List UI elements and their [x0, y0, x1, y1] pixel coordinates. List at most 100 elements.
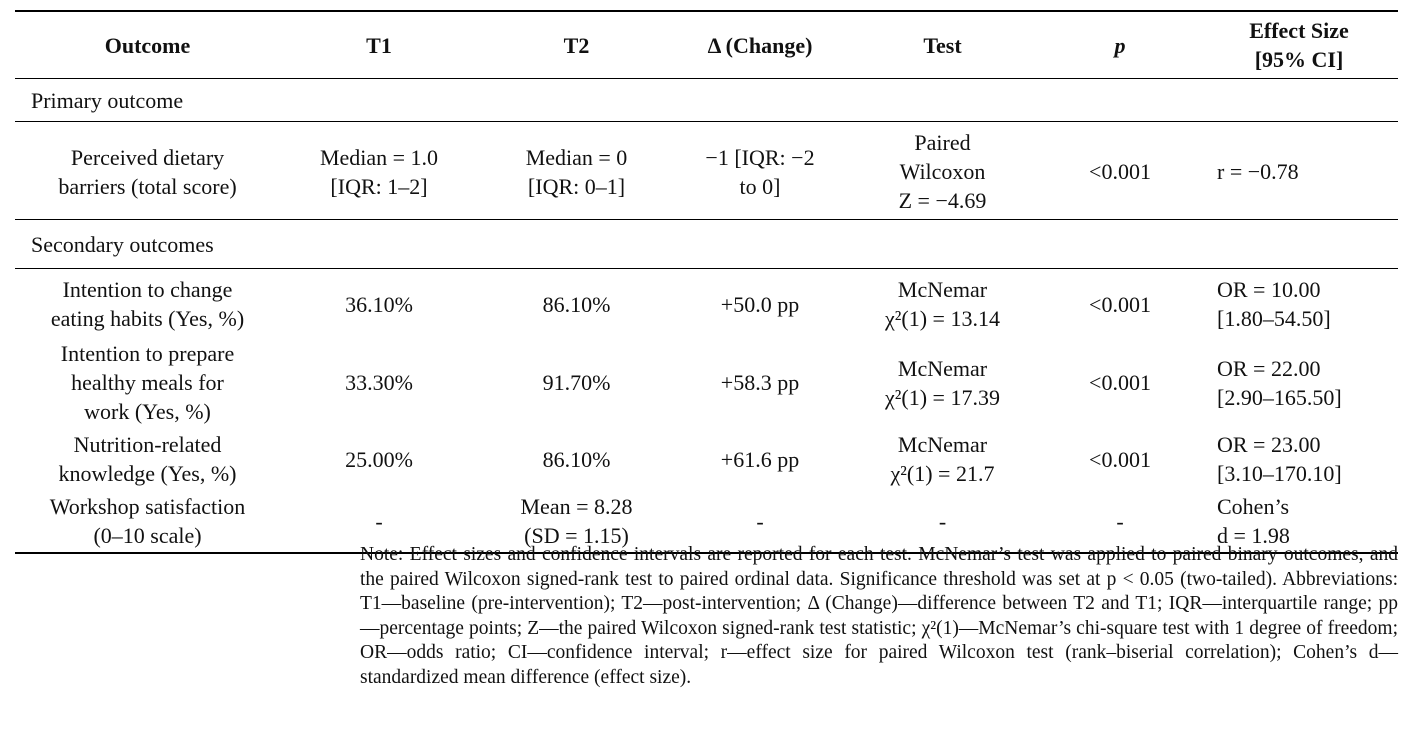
cell-line: Intention to change: [62, 277, 233, 302]
cell-line: OR = 22.00: [1217, 355, 1321, 381]
cell-line: Perceived dietary: [70, 144, 225, 170]
cell-line: +58.3 pp: [720, 370, 800, 395]
cell-line: −1 [IQR: −2: [705, 144, 815, 170]
table-cell: McNemar χ²(1) = 17.39: [845, 337, 1040, 428]
cell-line: r = −0.78: [1217, 159, 1299, 184]
table-cell: +61.6 pp: [675, 428, 845, 490]
cell-line: eating habits (Yes, %): [50, 306, 245, 331]
data-row: Intention to prepare healthy meals for wor…: [15, 337, 1398, 428]
table-cell: 91.70%: [478, 337, 675, 428]
cell-line: [95% CI]: [1254, 47, 1344, 72]
table-cell: Mean = 8.28 (SD = 1.15): [478, 490, 675, 554]
cell-line: χ²(1) = 13.14: [885, 306, 1000, 331]
cell-line: [2.90–165.50]: [1217, 384, 1342, 410]
results-table: Outcome T1 T2 Δ (Change) Test p Effect Size [95…: [15, 10, 1398, 554]
cell-line: Mean = 8.28: [520, 494, 633, 519]
cell-line: Δ (Change): [707, 32, 813, 58]
table-cell: OR = 10.00 [1.80–54.50]: [1200, 269, 1398, 338]
header-cell: T2: [478, 10, 675, 79]
table-cell: Median = 0 [IQR: 0–1]: [478, 122, 675, 220]
table-cell: 33.30%: [280, 337, 478, 428]
table-cell: -: [1040, 490, 1200, 554]
section-title: Secondary outcomes: [15, 219, 1398, 269]
table-cell: OR = 23.00 [3.10–170.10]: [1200, 428, 1398, 490]
table-cell: 86.10%: [478, 428, 675, 490]
table-cell: Median = 1.0 [IQR: 1–2]: [280, 122, 478, 220]
cell-line: χ²(1) = 21.7: [890, 461, 995, 486]
table-cell: OR = 22.00 [2.90–165.50]: [1200, 337, 1398, 428]
cell-line: work (Yes, %): [84, 399, 211, 424]
table-cell: Intention to change eating habits (Yes, %…: [15, 269, 280, 338]
table-cell: Intention to prepare healthy meals for wor…: [15, 337, 280, 428]
table-header: Outcome T1 T2 Δ (Change) Test p Effect Size [95…: [15, 10, 1398, 79]
cell-line: +50.0 pp: [720, 291, 800, 317]
table-cell: <0.001: [1040, 337, 1200, 428]
cell-line: 86.10%: [542, 446, 611, 472]
cell-line: knowledge (Yes, %): [58, 461, 237, 486]
cell-line: (SD = 1.15): [524, 523, 629, 548]
cell-line: 91.70%: [542, 370, 611, 395]
header-row: Outcome T1 T2 Δ (Change) Test p Effect Size [95…: [15, 10, 1398, 79]
cell-line: [1.80–54.50]: [1217, 306, 1331, 331]
cell-line: -: [938, 508, 947, 534]
cell-line: [IQR: 0–1]: [527, 173, 626, 199]
cell-line: Workshop satisfaction: [49, 494, 246, 519]
cell-line: Nutrition-related: [73, 432, 222, 457]
cell-line: McNemar: [897, 355, 988, 381]
cell-line: <0.001: [1089, 370, 1151, 395]
table-cell: McNemar χ²(1) = 21.7: [845, 428, 1040, 490]
cell-line: [3.10–170.10]: [1217, 461, 1342, 486]
table-cell: -: [845, 490, 1040, 554]
header-cell: Effect Size [95% CI]: [1200, 10, 1398, 79]
cell-line: healthy meals for: [71, 370, 224, 395]
table-cell: Nutrition-related knowledge (Yes, %): [15, 428, 280, 490]
cell-line: [IQR: 1–2]: [330, 173, 428, 199]
cell-line: d = 1.98: [1217, 523, 1290, 548]
table-cell: -: [675, 490, 845, 554]
cell-line: T2: [563, 32, 590, 58]
cell-line: Test: [923, 32, 962, 58]
table-note: Note: Effect sizes and confidence interv…: [360, 544, 1398, 688]
header-cell: Δ (Change): [675, 10, 845, 79]
data-row: Nutrition-related knowledge (Yes, %) 25.00…: [15, 428, 1398, 490]
cell-line: Median = 1.0: [319, 144, 439, 170]
cell-line: McNemar: [897, 277, 988, 302]
cell-line: <0.001: [1089, 159, 1151, 184]
table-cell: Perceived dietary barriers (total score): [15, 122, 280, 220]
cell-line: (0–10 scale): [93, 523, 202, 548]
table-cell: −1 [IQR: −2 to 0]: [675, 122, 845, 220]
table-cell: r = −0.78: [1200, 122, 1398, 220]
cell-line: 33.30%: [345, 370, 413, 395]
cell-line: Cohen’s: [1217, 494, 1290, 519]
table-body: Primary outcome Perceived dietary barriers…: [15, 78, 1398, 554]
data-row: Perceived dietary barriers (total score) M…: [15, 122, 1398, 220]
table-cell: +58.3 pp: [675, 337, 845, 428]
cell-line: to 0]: [739, 173, 781, 199]
cell-line: OR = 23.00: [1217, 432, 1321, 457]
cell-line: T1: [366, 32, 392, 58]
data-row: Intention to change eating habits (Yes, %…: [15, 269, 1398, 338]
cell-line: 25.00%: [345, 446, 413, 472]
table-cell: Workshop satisfaction (0–10 scale): [15, 490, 280, 554]
table-cell: <0.001: [1040, 428, 1200, 490]
cell-line: <0.001: [1089, 446, 1151, 472]
table-cell: 36.10%: [280, 269, 478, 338]
table-cell: Paired Wilcoxon Z = −4.69: [845, 122, 1040, 220]
cell-line: Paired: [914, 130, 971, 155]
cell-line: Intention to prepare: [60, 341, 235, 366]
table-cell: +50.0 pp: [675, 269, 845, 338]
cell-line: -: [375, 508, 383, 534]
table-cell: <0.001: [1040, 122, 1200, 220]
cell-line: 86.10%: [542, 291, 611, 317]
table-cell: 25.00%: [280, 428, 478, 490]
cell-line: -: [1116, 508, 1124, 534]
cell-line: Median = 0: [525, 144, 628, 170]
cell-line: Z = −4.69: [898, 188, 987, 213]
cell-line: Effect Size: [1249, 18, 1349, 43]
cell-line: +61.6 pp: [720, 446, 800, 472]
table-cell: 86.10%: [478, 269, 675, 338]
table-cell: -: [280, 490, 478, 554]
table-cell: Cohen’s d = 1.98: [1200, 490, 1398, 554]
cell-line: barriers (total score): [58, 173, 237, 199]
